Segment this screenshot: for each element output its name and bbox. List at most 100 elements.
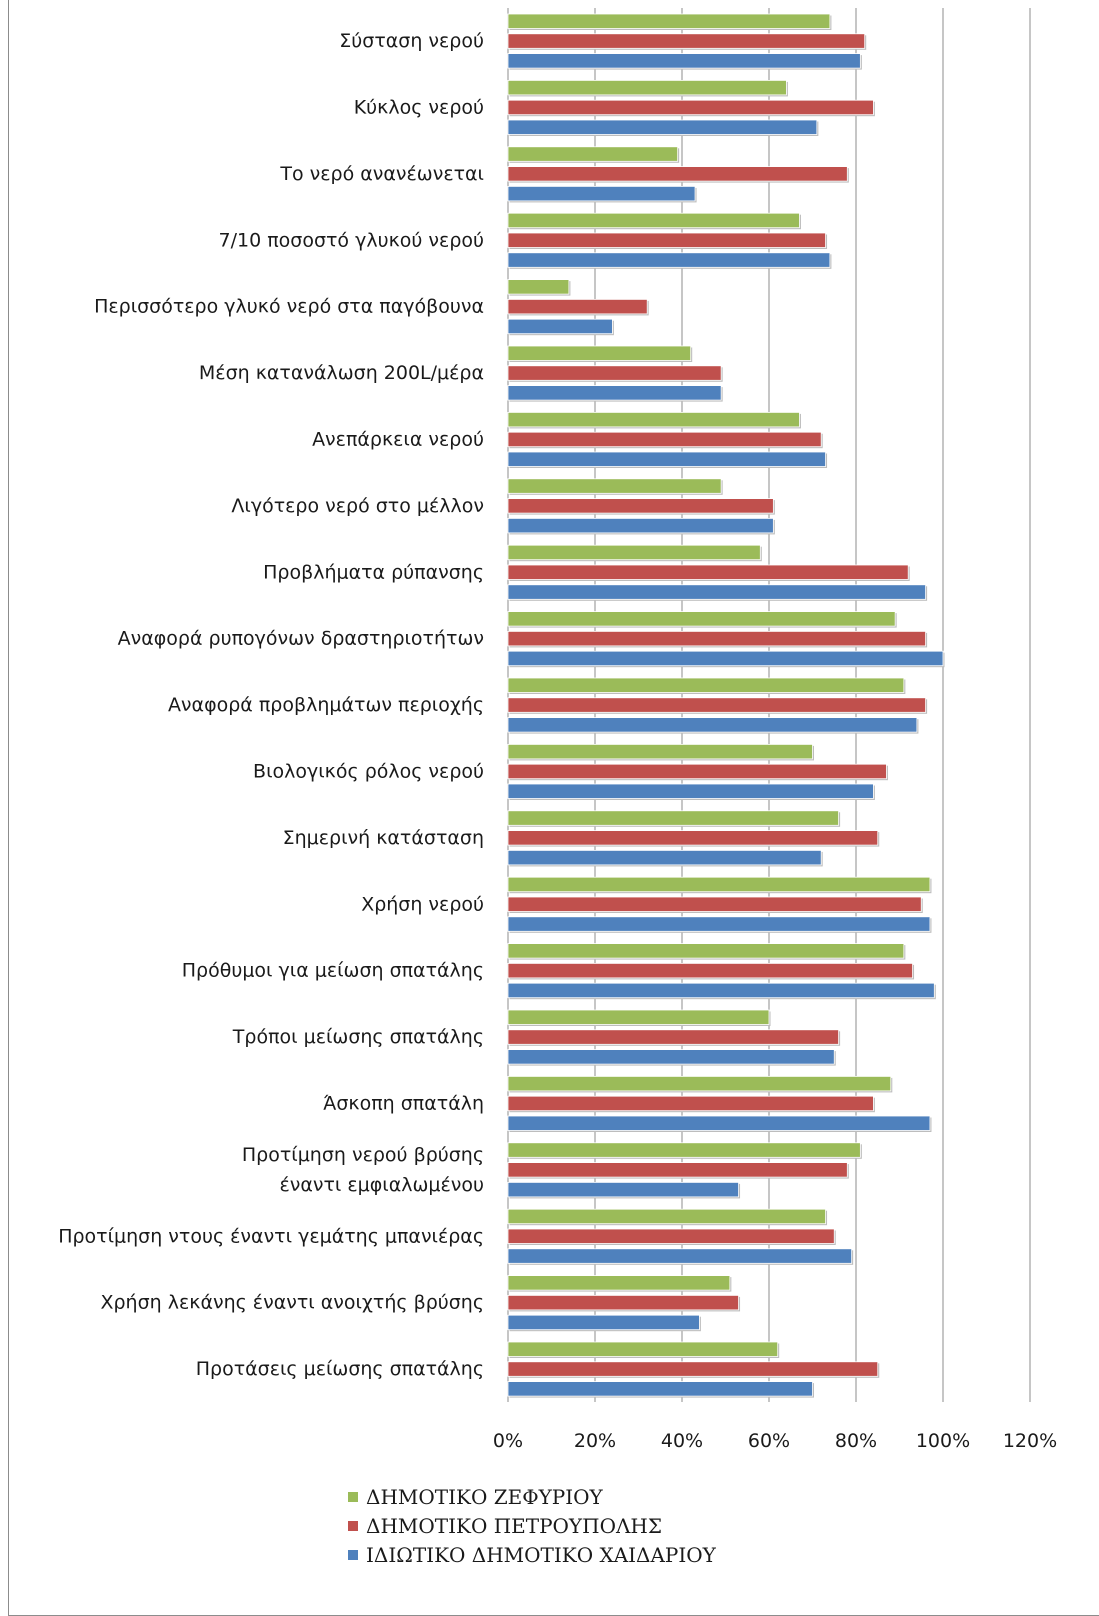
category-label: Τρόποι μείωσης σπατάλης <box>232 1026 484 1048</box>
bar <box>507 411 800 428</box>
bar <box>507 1381 813 1397</box>
category-label: Σύσταση νερού <box>339 30 484 52</box>
bar <box>507 80 787 96</box>
bar <box>507 345 692 361</box>
bar <box>507 850 822 866</box>
legend-label: ΔΗΜΟΤΙΚΟ ΖΕΦΥΡΙΟΥ <box>366 1484 603 1509</box>
category-label: Περισσότερο γλυκό νερό στα παγόβουνα <box>94 296 484 318</box>
bar <box>507 298 648 315</box>
category-label: Βιολογικός ρόλος νερού <box>253 760 484 782</box>
bar <box>507 896 922 912</box>
bar <box>507 1295 739 1311</box>
bar <box>507 697 927 713</box>
bars <box>507 13 945 1398</box>
legend-item: ΔΗΜΟΤΙΚΟ ΖΕΦΥΡΙΟΥ <box>348 1482 908 1511</box>
bar <box>507 365 722 381</box>
bar <box>507 1248 853 1264</box>
category-label: 7/10 ποσοστό γλυκού νερού <box>219 229 484 251</box>
category-label: Προτίμηση ντους έναντι γεμάτης μπανιέρας <box>58 1225 484 1247</box>
bar <box>507 982 935 999</box>
bar <box>507 717 918 733</box>
bar <box>507 830 879 846</box>
bar <box>507 1162 848 1178</box>
legend-label: ΙΔΙΩΤΙΚΟ ΔΗΜΟΤΙΚΟ ΧΑΙΔΑΡΙΟΥ <box>366 1542 716 1567</box>
x-tick-label: 120% <box>1003 1430 1057 1452</box>
bar <box>507 564 909 580</box>
category-label: Κύκλος νερού <box>354 96 484 118</box>
bar <box>507 1182 739 1198</box>
category-label: Ανεπάρκεια νερού <box>312 428 484 450</box>
category-label: Το νερό ανανέωνεται <box>279 163 484 185</box>
bar <box>507 232 826 248</box>
category-labels: Σύσταση νερού Κύκλος νερού Το νερό ανανέων… <box>58 30 484 1380</box>
bar <box>507 99 874 116</box>
category-label: Αναφορά προβλημάτων περιοχής <box>168 694 484 716</box>
bar <box>507 631 927 647</box>
category-label: Αναφορά ρυπογόνων δραστηριοτήτων <box>118 628 484 650</box>
bar <box>507 212 800 229</box>
legend-label: ΔΗΜΟΤΙΚΟ ΠΕΤΡΟΥΠΟΛΗΣ <box>366 1513 662 1538</box>
bar <box>507 1275 731 1291</box>
legend-swatch <box>348 1520 358 1531</box>
bar <box>507 876 931 893</box>
category-label: Μέση κατανάλωση 200L/μέρα <box>199 362 484 384</box>
x-tick-label: 0% <box>493 1430 523 1452</box>
legend: ΔΗΜΟΤΙΚΟ ΖΕΦΥΡΙΟΥ ΔΗΜΟΤΙΚΟ ΠΕΤΡΟΥΠΟΛΗΣ ΙΔΙ… <box>348 1482 908 1569</box>
bar <box>507 943 905 959</box>
bar <box>507 33 866 49</box>
category-label: Χρήση λεκάνης έναντι ανοιχτής βρύσης <box>100 1292 484 1314</box>
category-label: Χρήση νερού <box>361 893 484 915</box>
bar <box>507 385 722 401</box>
legend-item: ΙΔΙΩΤΙΚΟ ΔΗΜΟΤΙΚΟ ΧΑΙΔΑΡΙΟΥ <box>348 1540 908 1569</box>
bar <box>507 1095 874 1112</box>
category-label: Λιγότερο νερό στο μέλλον <box>231 495 484 517</box>
x-tick-label: 100% <box>916 1430 970 1452</box>
category-label: Προτίμηση νερού βρύσης έναντι εμφιαλωμένο… <box>242 1144 484 1196</box>
bar <box>507 783 874 799</box>
bar <box>507 166 848 182</box>
bar <box>507 185 696 202</box>
category-label: Άσκοπη σπατάλη <box>323 1092 484 1114</box>
bar <box>507 584 927 600</box>
bar <box>507 119 818 135</box>
bar <box>507 498 774 514</box>
bar <box>507 1361 879 1377</box>
bar <box>507 1208 826 1225</box>
bar <box>507 146 679 162</box>
bar <box>507 1314 700 1331</box>
bar <box>507 1029 840 1045</box>
x-tick-label: 20% <box>574 1430 616 1452</box>
category-label: Πρόθυμοι για μείωση σπατάλης <box>182 960 484 982</box>
bar <box>507 916 931 932</box>
bar <box>507 650 944 667</box>
bar <box>507 478 722 494</box>
category-label: Προβλήματα ρύπανσης <box>263 561 484 583</box>
bar <box>507 431 822 448</box>
bar <box>507 1228 835 1244</box>
category-label: Σημερινή κατάσταση <box>283 827 484 849</box>
x-axis-ticks: 0% 20% 40% 60% 80% 100% 120% <box>493 1430 1057 1452</box>
bar <box>507 1115 931 1131</box>
bar <box>507 810 840 826</box>
bar <box>507 451 826 467</box>
legend-item: ΔΗΜΟΤΙΚΟ ΠΕΤΡΟΥΠΟΛΗΣ <box>348 1511 908 1540</box>
x-tick-label: 40% <box>661 1430 703 1452</box>
bar <box>507 744 813 760</box>
x-tick-label: 80% <box>835 1430 877 1452</box>
bar <box>507 611 896 627</box>
bar <box>507 1076 892 1092</box>
bar <box>507 279 570 295</box>
bar <box>507 1009 770 1025</box>
bar-chart: Σύσταση νερού Κύκλος νερού Το νερό ανανέων… <box>58 8 1057 1452</box>
x-tick-label: 60% <box>748 1430 790 1452</box>
legend-swatch <box>348 1549 358 1560</box>
legend-swatch <box>348 1491 358 1502</box>
bar <box>507 963 913 979</box>
bar <box>507 1142 861 1158</box>
bar <box>507 763 887 780</box>
bar <box>507 1049 835 1065</box>
bar <box>507 1341 779 1357</box>
bar <box>507 677 905 693</box>
bar <box>507 518 774 534</box>
bar <box>507 13 831 29</box>
